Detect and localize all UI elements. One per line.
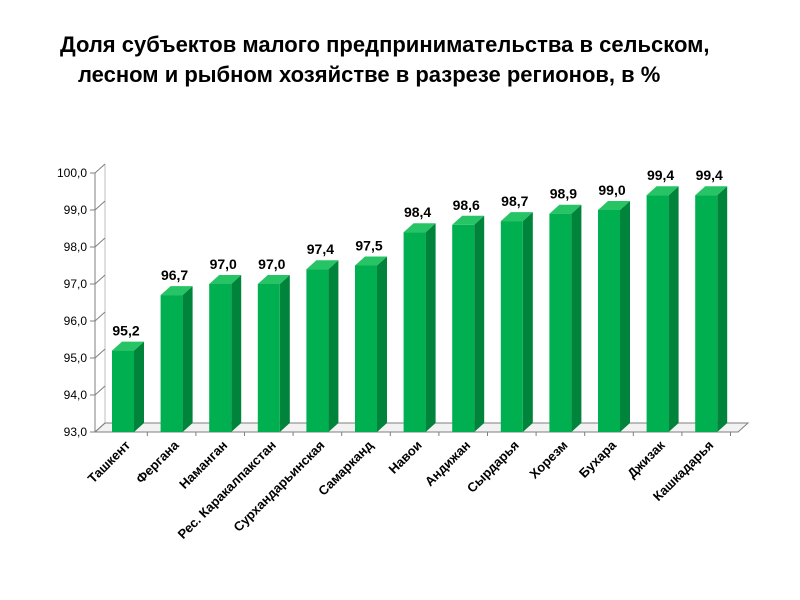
- y-tick-depth: [94, 422, 106, 433]
- y-tick-label: 96,0: [64, 314, 88, 328]
- y-tick-label: 97,0: [64, 277, 88, 291]
- y-tick-label: 93,0: [64, 425, 88, 439]
- data-label: 99,4: [647, 167, 674, 183]
- data-label: 95,2: [112, 323, 139, 339]
- data-label: 97,0: [258, 256, 285, 272]
- y-tick-depth: [94, 274, 106, 285]
- bar: [160, 295, 183, 432]
- bar: [257, 284, 280, 432]
- bar: [500, 221, 523, 432]
- data-label: 98,4: [404, 204, 431, 220]
- bar: [598, 210, 620, 432]
- category-label: Рес. Каракалпакстан: [175, 438, 279, 542]
- bar: [355, 265, 377, 432]
- category-label: Хорезм: [526, 438, 570, 482]
- chart-title-line-1: Доля субъектов малого предпринимательств…: [60, 32, 710, 57]
- category-label: Джизак: [624, 437, 668, 481]
- category-label: Сырдарья: [464, 438, 522, 496]
- chart-title-line-2: лесном и рыбном хозяйстве в разрезе реги…: [78, 62, 661, 87]
- bar-side: [279, 275, 290, 432]
- data-label: 99,4: [696, 167, 723, 183]
- y-tick-label: 98,0: [64, 240, 88, 254]
- bar: [209, 284, 232, 432]
- bar-top: [257, 275, 290, 284]
- y-tick-depth: [94, 348, 106, 359]
- bar: [695, 195, 718, 432]
- bar: [452, 224, 475, 432]
- bar-top: [403, 223, 436, 233]
- category-label: Сурхандарьинская: [230, 438, 327, 535]
- y-tick-depth: [94, 200, 106, 211]
- bar-top: [598, 201, 630, 210]
- bar-side: [571, 204, 582, 432]
- bar-side: [134, 341, 144, 432]
- data-label: 98,7: [501, 193, 528, 209]
- y-tick-label: 100,0: [57, 166, 87, 180]
- y-tick-depth: [94, 163, 106, 174]
- bar-top: [355, 256, 387, 266]
- bar-top: [452, 215, 485, 225]
- bar: [646, 195, 669, 432]
- category-label: Фергана: [133, 437, 182, 486]
- chart-title: Доля субъектов малого предпринимательств…: [60, 30, 790, 90]
- y-tick-depth: [94, 237, 106, 248]
- bar-side: [328, 260, 339, 432]
- bar-side: [474, 215, 485, 432]
- bar-top: [500, 212, 533, 222]
- bar-top: [695, 186, 728, 196]
- data-label: 98,9: [550, 186, 577, 202]
- bar-side: [620, 201, 630, 432]
- bar-side: [425, 223, 436, 432]
- bar-top: [160, 286, 193, 296]
- bar: [306, 269, 329, 432]
- data-label: 97,0: [210, 256, 237, 272]
- bar: [403, 232, 426, 432]
- bar-top: [549, 204, 582, 214]
- y-tick-label: 95,0: [64, 351, 88, 365]
- bar-side: [377, 256, 387, 432]
- data-label: 97,4: [307, 241, 334, 257]
- bar-top: [209, 275, 242, 284]
- bar-top: [306, 260, 339, 270]
- bar-side: [231, 275, 242, 432]
- bar-side: [522, 212, 533, 432]
- data-label: 97,5: [355, 238, 382, 254]
- bar-side: [668, 186, 679, 432]
- y-tick-depth: [94, 311, 106, 322]
- bar-top: [112, 341, 144, 351]
- data-label: 98,6: [453, 197, 480, 213]
- category-label: Андижан: [422, 438, 474, 490]
- y-tick-depth: [94, 385, 106, 396]
- bar: [549, 213, 572, 432]
- data-label: 99,0: [598, 182, 625, 198]
- category-label: Бухара: [576, 437, 620, 481]
- bar-side: [182, 286, 193, 432]
- bar: [112, 350, 134, 432]
- data-label: 96,7: [161, 267, 188, 283]
- y-tick-label: 99,0: [64, 203, 88, 217]
- category-label: Ташкент: [85, 438, 134, 487]
- bar-top: [646, 186, 679, 196]
- bar-side: [717, 186, 728, 432]
- y-tick-label: 94,0: [64, 388, 88, 402]
- category-label: Навои: [386, 438, 425, 477]
